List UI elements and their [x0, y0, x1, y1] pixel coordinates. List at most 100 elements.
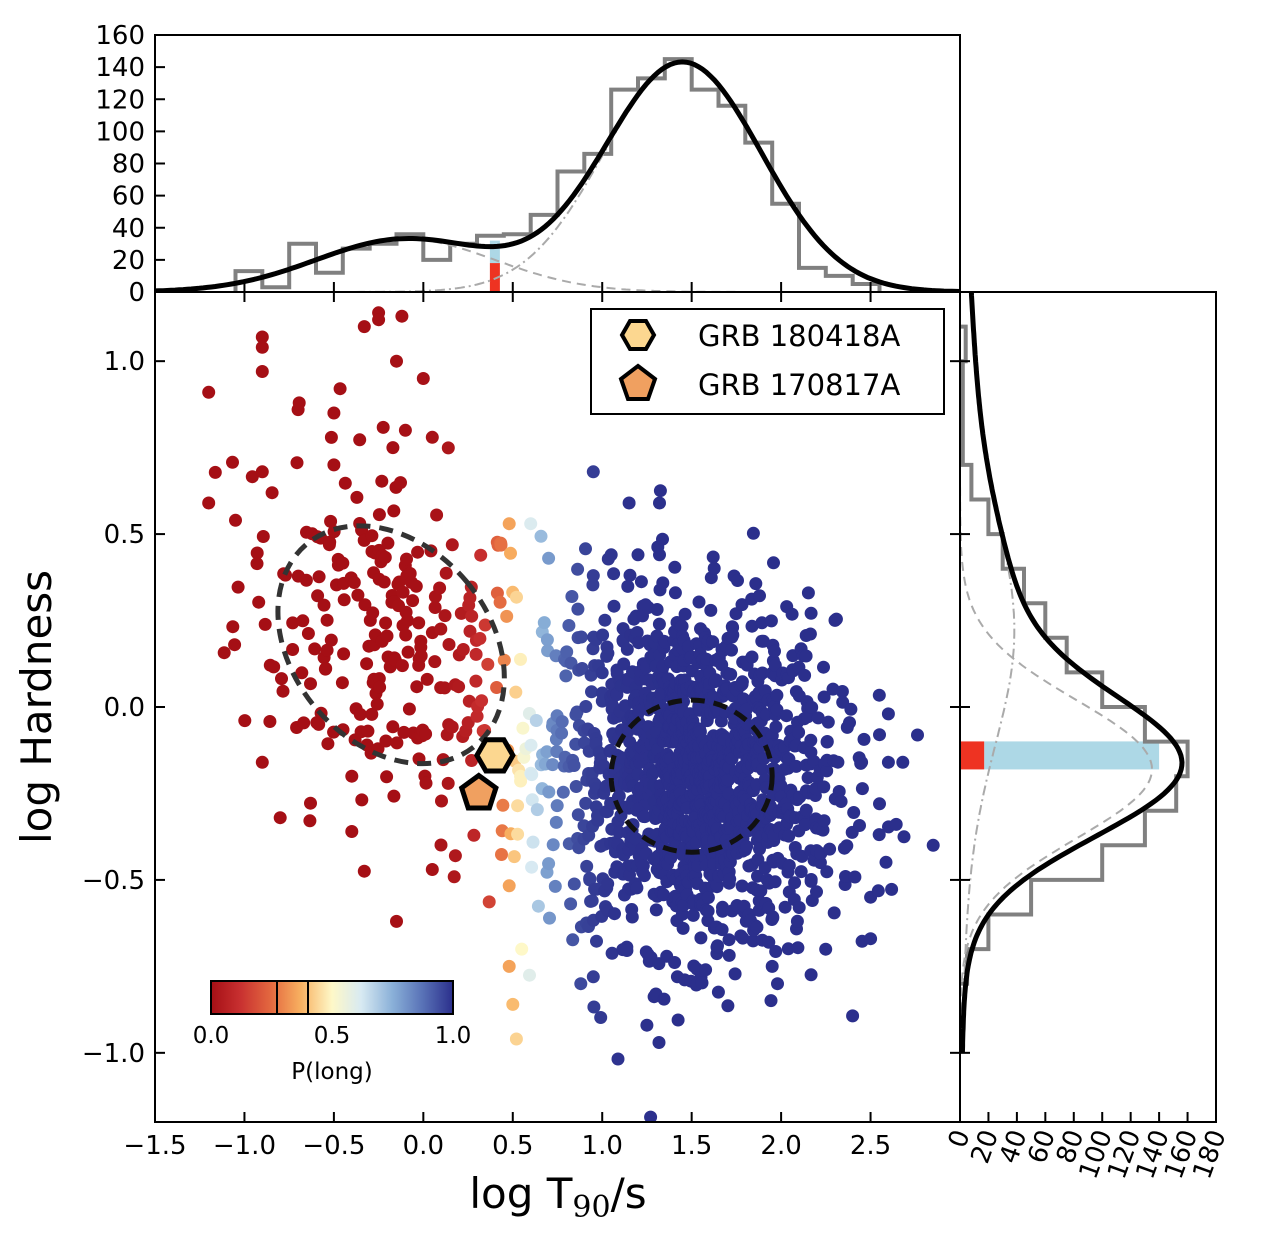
- scatter-point: [810, 885, 823, 899]
- scatter-point: [634, 575, 648, 589]
- scatter-point: [766, 911, 780, 925]
- scatter-point: [493, 595, 507, 609]
- scatter-point: [542, 857, 556, 871]
- scatter-point: [543, 911, 556, 925]
- scatter-point: [770, 703, 784, 717]
- ellipse-long: [608, 697, 775, 855]
- scatter-point: [755, 666, 769, 680]
- scatter-point: [630, 881, 644, 895]
- scatter-point: [735, 675, 749, 689]
- top-highlight-long: [489, 240, 500, 264]
- scatter-point: [550, 799, 564, 813]
- scatter-point: [567, 759, 581, 772]
- scatter-point: [701, 904, 715, 918]
- scatter-point: [879, 855, 893, 869]
- scatter-point: [226, 620, 240, 634]
- x-axis-label-subscript: 90: [572, 1190, 610, 1225]
- scatter-point: [715, 923, 729, 937]
- scatter-point: [397, 725, 411, 739]
- scatter-point: [380, 629, 394, 643]
- scatter-point: [365, 707, 379, 721]
- scatter-point: [420, 672, 434, 686]
- scatter-point: [542, 551, 556, 565]
- scatter-point: [238, 714, 252, 728]
- scatter-point: [564, 897, 578, 911]
- scatter-point: [317, 598, 331, 612]
- scatter-point: [686, 908, 700, 922]
- scatter-point: [675, 619, 689, 633]
- scatter-point: [716, 904, 729, 918]
- scatter-point: [509, 1032, 523, 1046]
- scatter-point: [387, 789, 401, 803]
- scatter-point: [507, 850, 521, 864]
- scatter-point: [208, 465, 222, 479]
- scatter-point: [623, 568, 637, 582]
- scatter-point: [428, 601, 442, 614]
- scatter-point: [357, 320, 371, 334]
- scatter-point: [120, 424, 133, 437]
- scatter-point: [502, 959, 516, 973]
- scatter-point: [516, 721, 530, 735]
- scatter-point: [768, 875, 782, 889]
- top-highlight-short: [489, 263, 500, 292]
- scatter-point: [821, 715, 835, 729]
- scatter-point: [255, 340, 269, 354]
- scatter-point: [336, 556, 350, 570]
- scatter-point: [386, 720, 400, 734]
- scatter-point: [704, 603, 718, 617]
- scatter-point: [273, 811, 287, 825]
- x-tick-label: 1.0: [582, 1131, 623, 1161]
- scatter-point: [586, 465, 600, 479]
- scatter-point: [753, 589, 766, 603]
- scatter-point: [495, 848, 508, 861]
- scatter-point: [372, 508, 386, 522]
- scatter-point: [469, 647, 483, 661]
- scatter-point: [706, 635, 720, 649]
- scatter-point: [338, 476, 352, 490]
- scatter-point: [378, 550, 392, 564]
- scatter-point: [699, 963, 713, 977]
- scatter-point: [823, 842, 837, 856]
- scatter-point: [430, 508, 444, 522]
- scatter-point: [726, 628, 740, 642]
- scatter-point: [286, 616, 300, 630]
- event-marker-grb-180418a: [474, 737, 516, 774]
- scatter-point: [546, 758, 560, 772]
- scatter-point: [524, 738, 538, 752]
- scatter-point: [497, 653, 511, 667]
- scatter-point: [834, 795, 848, 808]
- scatter-point: [410, 680, 424, 694]
- scatter-point: [801, 586, 815, 600]
- scatter-point: [585, 685, 598, 699]
- scatter-point: [872, 688, 886, 702]
- scatter-point: [590, 934, 603, 948]
- scatter-point: [781, 942, 795, 956]
- x-tick-label: −1.5: [123, 1131, 186, 1161]
- scatter-point: [275, 672, 288, 686]
- scatter-point: [804, 606, 818, 620]
- scatter-point: [604, 548, 618, 562]
- scatter-point: [390, 354, 403, 368]
- scatter-point: [447, 870, 461, 884]
- scatter-point: [394, 476, 407, 490]
- scatter-point: [327, 406, 341, 420]
- scatter-point: [737, 692, 750, 706]
- scatter-point: [308, 642, 322, 656]
- scatter-point: [469, 674, 483, 688]
- scatter-point: [481, 657, 495, 671]
- ellipse-short: [275, 523, 507, 767]
- scatter-point: [337, 593, 351, 607]
- scatter-point: [323, 535, 337, 549]
- scatter-point: [668, 956, 682, 969]
- scatter-point: [881, 707, 895, 721]
- scatter-point: [750, 920, 764, 934]
- scatter-point: [657, 888, 671, 902]
- scatter-point: [202, 496, 216, 510]
- scatter-point: [566, 933, 580, 947]
- scatter-point: [474, 548, 488, 562]
- scatter-point: [452, 680, 466, 694]
- scatter-point: [456, 643, 470, 656]
- top-y-tick-label: 100: [95, 117, 145, 147]
- scatter-point: [347, 576, 361, 589]
- scatter-point: [525, 768, 539, 782]
